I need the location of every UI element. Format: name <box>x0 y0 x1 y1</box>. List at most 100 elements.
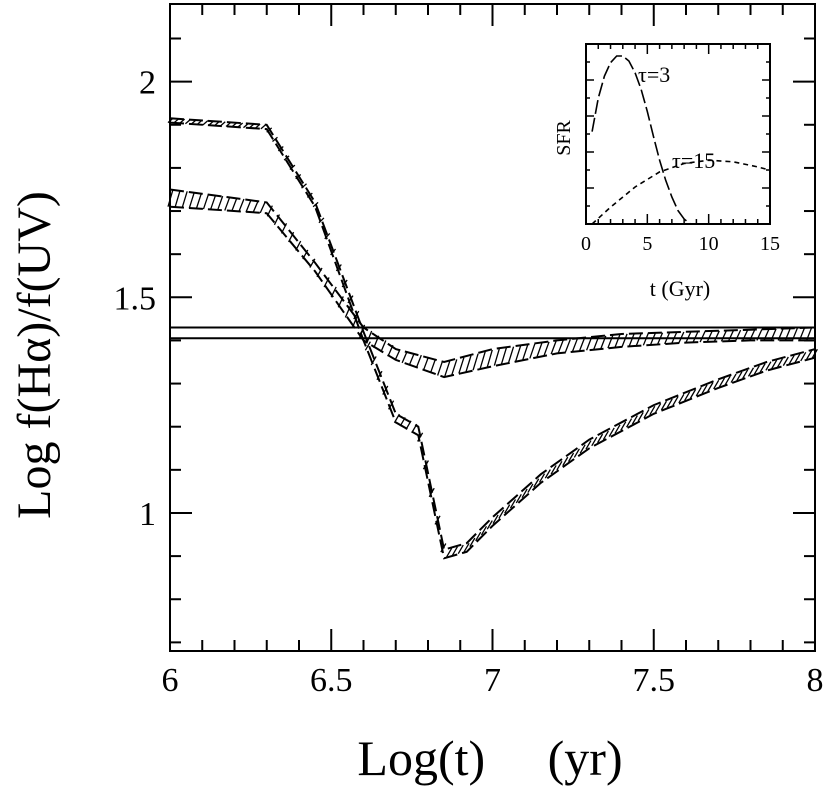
tau3-band-hatch <box>771 359 778 370</box>
tau15-band-hatch <box>699 331 706 343</box>
tau3-band-hatch <box>515 493 522 504</box>
tau15-band-hatch <box>500 347 508 365</box>
tau3-band-hatch <box>614 424 621 434</box>
tau15-band-hatch <box>522 344 529 361</box>
tau15-band-hatch <box>465 355 472 372</box>
tau15-band-hatch <box>664 332 671 345</box>
tau3-band-hatch <box>626 418 633 428</box>
tau15-band-hatch <box>536 342 543 358</box>
tau15-band-hatch <box>188 192 195 209</box>
tau3-band-hatch <box>184 118 191 125</box>
tau15-band-upper-edge <box>169 188 816 364</box>
tau15-band-hatch <box>422 356 430 371</box>
inset-x-tick-label: 10 <box>699 233 719 255</box>
tau3-band-hatch <box>800 352 807 362</box>
tau15-band-hatch <box>316 267 323 278</box>
tau15-band-hatch <box>429 358 437 374</box>
tau3-band-hatch <box>214 120 220 127</box>
inset-curve-label-tau15: τ=15 <box>672 148 715 173</box>
tau3-band-hatch <box>318 217 325 224</box>
tau15-band-hatch <box>678 331 685 344</box>
tau3-band-hatch <box>254 123 261 129</box>
tau15-band-hatch <box>571 338 579 352</box>
main-ticks <box>169 4 816 651</box>
tau3-band-hatch <box>573 448 580 458</box>
tau3-band-hatch <box>202 120 209 126</box>
tau15-band-hatch <box>387 344 394 357</box>
tau3-band-hatch <box>457 544 464 554</box>
tau3-band-hatch <box>788 355 795 365</box>
tau15-band-hatch <box>642 332 649 346</box>
tau3-band-hatch <box>765 361 772 371</box>
inset-tick-labels: 0 5 10 15 <box>581 233 780 255</box>
tau15-band-hatch <box>415 354 422 369</box>
tau3-band-hatch <box>567 452 575 462</box>
tau15-band-hatch <box>578 337 586 352</box>
x-tick-label: 7 <box>484 662 501 699</box>
tau3-band-hatch <box>562 456 569 467</box>
tau3-band-hatch <box>782 356 789 366</box>
tau3-band-hatch <box>701 384 708 394</box>
inset-curve-tau15 <box>591 159 771 225</box>
tau15-band-hatch <box>252 200 259 213</box>
tau3-band-hatch <box>747 367 755 377</box>
tau15-band-hatch <box>628 333 635 347</box>
tau15-band-hatch <box>756 329 763 341</box>
tau15-band-hatch <box>763 328 770 341</box>
tau15-band-hatch <box>337 296 344 308</box>
tau15-band-hatch <box>557 339 564 354</box>
tau15-band-hatch <box>713 330 720 342</box>
tau3-band-hatch <box>295 173 302 180</box>
tau3-band-hatch <box>248 123 255 129</box>
inset-x-tick-label: 15 <box>760 233 780 255</box>
tau3-band-hatch <box>335 264 342 272</box>
tau3-band-hatch <box>794 353 801 363</box>
tau15-band-hatch <box>805 327 813 341</box>
x-tick-label: 6.5 <box>310 662 353 699</box>
tau15-band-hatch <box>351 315 359 328</box>
tau3-band-hatch <box>713 379 720 390</box>
tau3-band-hatch <box>347 295 354 304</box>
tau3-band-hatch <box>660 400 667 411</box>
tau3-band-hatch <box>341 279 348 288</box>
tau15-band-hatch <box>749 329 756 341</box>
tau3-band-hatch <box>179 118 186 124</box>
tau15-band-hatch <box>550 340 557 355</box>
y-tick-label: 2 <box>139 65 156 102</box>
inset-curve-label-tau3: τ=3 <box>638 62 670 87</box>
tau15-band-hatch <box>564 339 571 353</box>
tau3-band-hatch <box>718 377 726 388</box>
tau15-band-hatch <box>401 351 408 364</box>
tau3-band-hatch <box>353 310 360 320</box>
tau15-band-hatch <box>167 189 174 207</box>
tau3-band-hatch <box>277 146 284 152</box>
tau15-band-hatch <box>323 277 330 288</box>
tau15-band-hatch <box>344 305 351 318</box>
tau3-band-hatch <box>498 509 505 519</box>
tau3-band-hatch <box>597 433 604 444</box>
tau3-band-hatch <box>393 413 400 424</box>
tau3-band-hatch <box>190 119 197 125</box>
tau3-band-hatch <box>382 385 389 395</box>
inset-x-tick-label: 0 <box>581 233 591 255</box>
tau3-band-hatch <box>678 393 685 404</box>
tau3-band-hatch <box>579 444 586 454</box>
tau3-band-hatch <box>173 118 180 124</box>
tau3-band-hatch <box>388 400 395 410</box>
tau3-band-hatch <box>283 155 290 161</box>
tau15-band-hatch <box>472 353 479 371</box>
tau3-band-hatch <box>312 201 319 208</box>
tau15-band-hatch <box>231 197 238 212</box>
tau15-band-hatch <box>515 345 522 362</box>
tau3-band-hatch <box>521 488 528 499</box>
tau15-band-hatch <box>656 332 664 345</box>
tau15-band-hatch <box>649 332 657 346</box>
tau3-band-hatch <box>480 526 488 536</box>
tau15-band-hatch <box>706 330 713 343</box>
tau15-band-hatch <box>209 194 217 210</box>
tau3-band-hatch <box>776 358 784 368</box>
tau15-band-hatch <box>671 331 678 344</box>
tau3-band-hatch <box>451 546 459 556</box>
tau3-band-hatch <box>724 375 731 385</box>
